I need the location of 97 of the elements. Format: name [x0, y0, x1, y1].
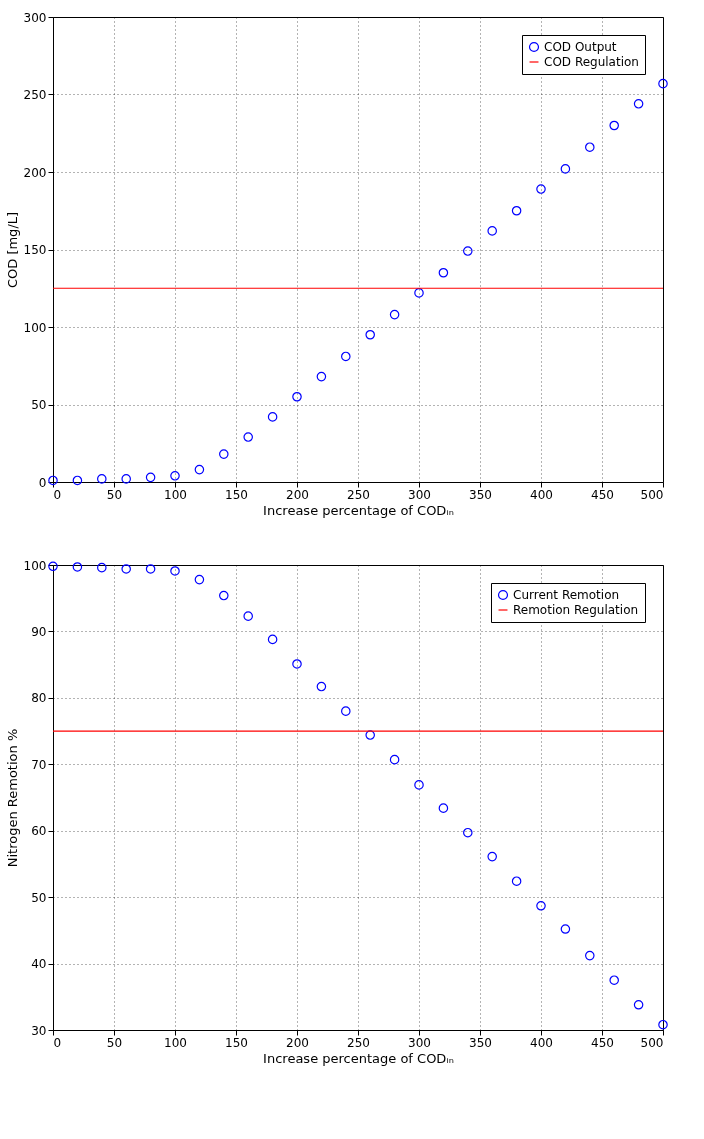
point	[414, 288, 424, 298]
x-tick-label: 350	[469, 487, 492, 502]
y-tick-label: 300	[23, 10, 47, 25]
point	[243, 432, 253, 442]
x-tick-label: 400	[530, 1035, 553, 1050]
y-tick-label: 30	[31, 1023, 47, 1038]
point	[316, 681, 327, 692]
x-tick-label: 50	[106, 487, 123, 502]
x-tick-label: 50	[106, 1035, 123, 1050]
point	[292, 391, 302, 402]
point	[267, 412, 278, 422]
y-tick-label: 100	[23, 320, 47, 335]
x-tick-label: 450	[591, 487, 614, 502]
x-tick-label: 150	[225, 1035, 248, 1050]
point	[389, 309, 400, 320]
legend-label: COD Output	[544, 40, 617, 54]
point	[536, 901, 546, 911]
y-tick-label: 50	[31, 890, 47, 905]
point	[365, 329, 375, 340]
x-tick-label: 300	[408, 1035, 431, 1050]
x-tick-label: 350	[469, 1035, 492, 1050]
y-tick-label: 60	[31, 824, 47, 839]
y-tick-label: 100	[23, 558, 47, 573]
point	[560, 164, 571, 174]
y-tick-label: 80	[31, 691, 47, 706]
y-tick-label: 90	[31, 624, 47, 639]
y-tick-label: 200	[23, 165, 47, 180]
x-tick-label: 150	[225, 487, 248, 502]
point	[389, 754, 400, 765]
x-tick-label: 250	[347, 487, 370, 502]
point	[194, 574, 205, 585]
point	[341, 706, 351, 716]
point	[658, 1019, 668, 1030]
point	[145, 472, 156, 483]
point	[511, 205, 522, 216]
point	[633, 999, 644, 1010]
x-tick-label: 300	[408, 487, 431, 502]
point	[145, 564, 156, 574]
y-tick-label: 40	[31, 957, 47, 972]
point	[194, 464, 205, 475]
point	[121, 564, 131, 574]
point	[658, 78, 668, 89]
point	[316, 371, 327, 382]
point	[243, 611, 253, 621]
point	[267, 634, 278, 645]
point	[72, 562, 83, 572]
point	[609, 975, 619, 985]
legend-label: Remotion Regulation	[513, 603, 639, 617]
y-axis-title: COD [mg/L]	[4, 211, 20, 289]
point	[97, 562, 107, 573]
point	[121, 474, 131, 484]
x-tick-label: 200	[286, 487, 309, 502]
point	[292, 659, 302, 669]
legend-label: COD Regulation	[544, 55, 639, 69]
point	[463, 827, 473, 838]
y-tick-label: 250	[23, 88, 47, 102]
y-tick-label: 50	[31, 398, 47, 412]
x-tick-label: 500	[640, 1035, 664, 1050]
point	[511, 876, 522, 886]
point	[365, 730, 375, 740]
point	[341, 351, 351, 362]
y-tick-label: 0	[38, 475, 47, 490]
x-tick-label: 0	[53, 487, 62, 502]
x-axis-title: Increase percentage of CODᵢₙ	[263, 502, 454, 518]
x-tick-label: 400	[530, 487, 553, 502]
point	[170, 471, 180, 481]
point	[487, 226, 497, 236]
point	[219, 449, 229, 459]
x-tick-label: 200	[286, 1035, 309, 1050]
x-tick-label: 500	[640, 487, 664, 502]
point	[585, 950, 595, 961]
point	[48, 561, 58, 572]
x-tick-label: 250	[347, 1035, 370, 1050]
point	[170, 566, 180, 576]
point	[609, 120, 619, 131]
legend-label: Current Remotion	[513, 588, 620, 602]
x-tick-label: 450	[591, 1035, 614, 1050]
point	[536, 184, 546, 194]
point	[72, 475, 83, 486]
point	[414, 780, 424, 790]
point	[487, 851, 497, 862]
x-tick-label: 0	[53, 1035, 62, 1050]
point	[48, 475, 58, 486]
x-tick-label: 100	[164, 1035, 187, 1050]
point	[633, 99, 644, 109]
point	[97, 474, 107, 484]
point	[438, 803, 449, 813]
point	[463, 246, 473, 256]
point	[585, 142, 595, 152]
point	[560, 924, 571, 934]
point	[438, 267, 449, 278]
point	[219, 590, 229, 601]
x-axis-title: Increase percentage of CODᵢₙ	[263, 1050, 454, 1066]
y-tick-label: 70	[31, 757, 47, 772]
x-tick-label: 100	[164, 487, 187, 502]
y-tick-label: 150	[23, 243, 47, 257]
y-axis-title: Nitrogen Remotion %	[4, 728, 20, 868]
